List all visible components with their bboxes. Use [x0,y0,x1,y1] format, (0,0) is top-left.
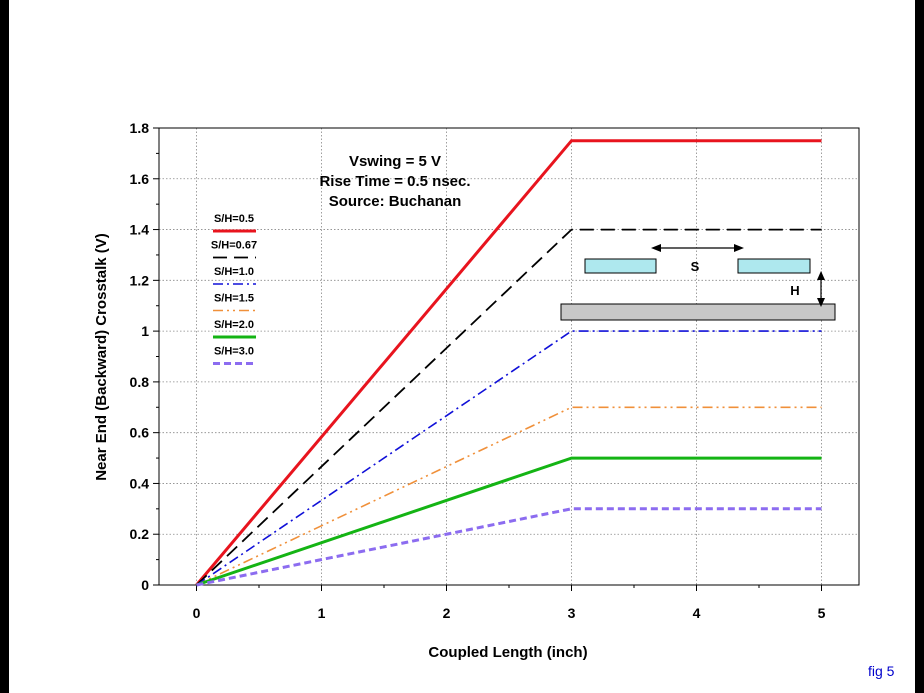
y-tick-label: 0.8 [130,374,150,390]
figure-label: fig 5 [868,663,895,679]
series-line-5 [196,507,822,587]
x-tick-label: 4 [693,605,701,621]
series-lines [195,139,822,587]
series-line-3 [196,406,822,586]
legend-label: S/H=0.67 [211,240,257,252]
y-tick-label: 0.2 [130,526,150,542]
legend-label: S/H=2.0 [214,319,254,331]
right-trace [737,258,811,274]
legend-label: S/H=3.0 [214,346,254,358]
grid [159,128,859,585]
series-line-1 [195,228,822,586]
slide: 0 0.2 0.4 0.6 0.8 1 1.2 1.4 1.6 1.8 0 1 2 3 4 5 Vswing … [9,0,915,693]
axis-ticks: 0 0.2 0.4 0.6 0.8 1 1.2 1.4 1.6 1.8 0 1 2 3 4 5 [130,120,826,621]
x-tick-label: 1 [318,605,326,621]
spacing-arrow-right-head [734,244,744,252]
x-tick-label: 0 [193,605,201,621]
legend-label: S/H=1.5 [214,293,254,305]
x-axis-label: Coupled Length (inch) [428,644,587,661]
y-tick-label: 0 [141,577,149,593]
y-tick-label: 1.4 [130,222,150,238]
x-tick-label: 5 [818,605,826,621]
series-line-4 [196,456,822,587]
y-tick-label: 1 [141,323,149,339]
geometry-inset: S H [560,244,836,321]
title-line: Source: Buchanan [329,193,462,210]
height-arrow-top-head [817,271,825,280]
y-tick-label: 0.6 [130,425,150,441]
series-line-0 [195,139,822,586]
crosstalk-chart: 0 0.2 0.4 0.6 0.8 1 1.2 1.4 1.6 1.8 0 1 2 3 4 5 Vswing … [93,120,860,661]
legend: S/H=0.5 S/H=0.67 S/H=1.0 S/H=1.5 S/H=2.0 S/H=… [211,213,257,365]
spacing-arrow-left-head [651,244,661,252]
left-trace [584,258,657,274]
legend-label: S/H=1.0 [214,266,254,278]
y-axis-label: Near End (Backward) Crosstalk (V) [93,233,110,481]
x-tick-label: 3 [568,605,576,621]
y-tick-label: 1.2 [130,272,150,288]
height-label: H [790,283,799,298]
y-tick-label: 1.6 [130,171,150,187]
legend-label: S/H=0.5 [214,213,254,225]
title-line: Vswing = 5 V [349,153,441,170]
x-tick-label: 2 [443,605,451,621]
y-tick-label: 0.4 [130,475,150,491]
y-tick-label: 1.8 [130,120,150,136]
plot-frame [158,127,860,586]
spacing-label: S [691,259,700,274]
title-line: Rise Time = 0.5 nsec. [319,173,470,190]
chart-title: Vswing = 5 V Rise Time = 0.5 nsec. Source:… [319,153,470,210]
ground-plane [560,303,836,321]
height-arrow-bottom-head [817,298,825,307]
